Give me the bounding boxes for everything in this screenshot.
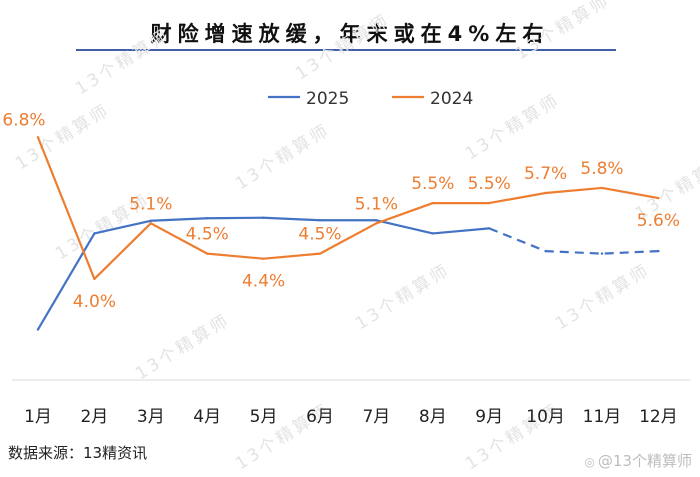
data-label-2024: 5.5% xyxy=(468,174,511,194)
title-underline xyxy=(76,49,616,51)
data-point-2024 xyxy=(36,136,40,139)
watermark-text: 13个精算师 xyxy=(462,90,564,164)
x-tick-label: 10月 xyxy=(526,407,565,427)
data-point-2024 xyxy=(206,252,209,255)
data-label-2024: 4.4% xyxy=(242,272,285,292)
data-label-2024: 5.1% xyxy=(355,194,398,214)
watermark-text: 13个精算师 xyxy=(232,120,334,194)
data-point-2024 xyxy=(262,257,265,260)
data-point-2024 xyxy=(657,196,660,200)
data-point-2024 xyxy=(544,191,547,195)
weibo-icon: ◎ xyxy=(584,455,595,469)
watermark-text: 13个精算师 xyxy=(512,0,614,64)
data-point-2024 xyxy=(600,186,604,190)
data-label-2024: 4.5% xyxy=(298,225,341,245)
x-tick-label: 2月 xyxy=(80,407,108,427)
data-point-2024 xyxy=(93,277,96,281)
corner-watermark: ◎ @13个精算师 xyxy=(584,450,692,471)
chart-title: 财险增速放缓，年末或在4%左右 xyxy=(150,22,550,46)
watermark-text: 13个精算师 xyxy=(132,310,234,384)
data-point-2025 xyxy=(93,232,96,235)
x-tick-label: 1月 xyxy=(24,407,52,427)
series-line-2024 xyxy=(36,136,660,281)
legend-label-2025: 2025 xyxy=(306,89,349,109)
data-point-2025 xyxy=(149,219,152,222)
data-label-2024: 5.7% xyxy=(524,164,567,184)
watermark-text: 13个精算师 xyxy=(72,25,174,99)
x-tick-label: 11月 xyxy=(583,407,622,427)
x-tick-label: 9月 xyxy=(475,407,503,427)
corner-watermark-text: @13个精算师 xyxy=(597,452,692,470)
data-point-2024 xyxy=(488,201,491,205)
data-point-2025 xyxy=(375,219,378,222)
data-point-2025 xyxy=(600,252,604,255)
data-point-2024 xyxy=(318,252,322,255)
watermark-text: 13个精算师 xyxy=(292,10,394,84)
data-point-2025 xyxy=(206,217,209,220)
x-tick-label: 4月 xyxy=(193,407,221,427)
legend-label-2024: 2024 xyxy=(430,89,473,109)
series-line-2025-projected xyxy=(488,227,659,255)
data-point-2025 xyxy=(544,249,547,253)
data-label-2024: 5.1% xyxy=(129,194,172,214)
data-point-2025 xyxy=(318,219,322,222)
watermark-text: 13个精算师 xyxy=(352,260,454,334)
data-label-2024: 5.5% xyxy=(411,174,454,194)
data-point-2024 xyxy=(375,222,378,225)
data-point-2025 xyxy=(431,232,434,235)
data-point-2024 xyxy=(149,222,152,225)
x-tick-label: 5月 xyxy=(250,407,278,427)
x-tick-label: 6月 xyxy=(306,407,334,427)
x-tick-label: 7月 xyxy=(362,407,390,427)
data-label-2024: 6.8% xyxy=(2,110,45,130)
data-label-2024: 5.6% xyxy=(637,211,680,231)
data-point-2025 xyxy=(488,227,491,230)
data-label-2024: 4.5% xyxy=(186,225,229,245)
data-point-2025 xyxy=(36,328,40,331)
data-point-2024 xyxy=(431,201,434,205)
watermark-text: 13个精算师 xyxy=(552,260,654,334)
x-tick-label: 8月 xyxy=(419,407,447,427)
data-point-2025 xyxy=(657,249,660,253)
x-tick-label: 3月 xyxy=(137,407,165,427)
data-label-2024: 4.0% xyxy=(73,292,116,312)
data-label-2024: 5.8% xyxy=(580,159,623,179)
x-tick-label: 12月 xyxy=(639,407,678,427)
source-note: 数据来源：13精资讯 xyxy=(8,444,148,462)
data-point-2025 xyxy=(262,216,265,219)
